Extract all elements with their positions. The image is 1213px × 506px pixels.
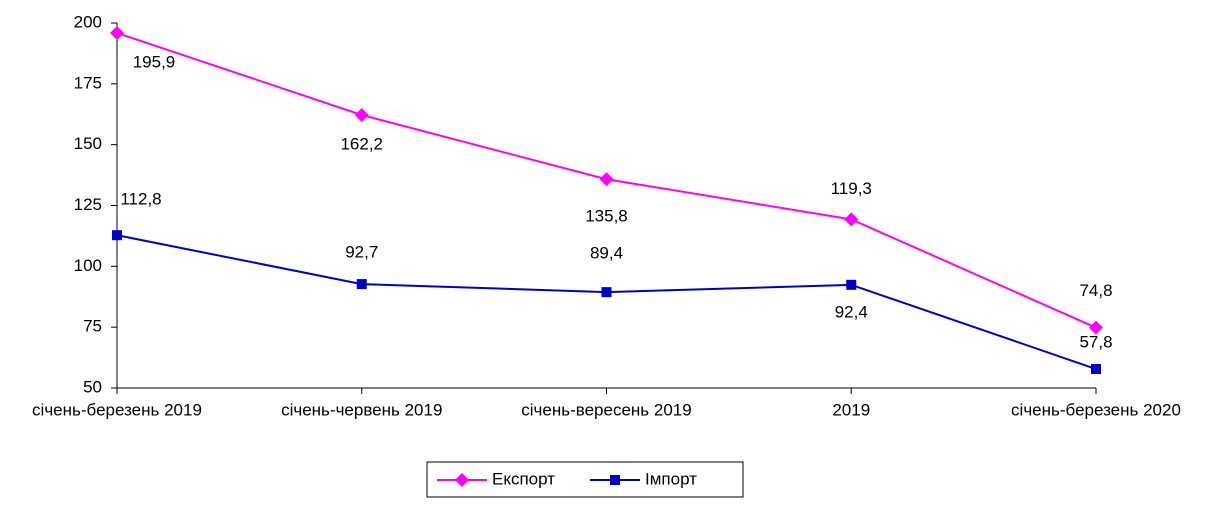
y-tick-label: 150 — [74, 134, 102, 153]
y-tick-label: 175 — [74, 73, 102, 92]
data-label: 162,2 — [340, 134, 383, 153]
marker — [844, 212, 859, 227]
data-label: 92,4 — [835, 302, 868, 321]
legend-label: Імпорт — [645, 469, 697, 488]
x-tick-label: 2019 — [832, 400, 870, 419]
y-tick-label: 100 — [74, 256, 102, 275]
data-label: 57,8 — [1079, 333, 1112, 352]
data-label: 195,9 — [133, 52, 176, 71]
data-label: 92,7 — [345, 243, 378, 262]
x-tick-label: січень-вересень 2019 — [521, 400, 691, 419]
legend-label: Експорт — [492, 469, 555, 488]
data-label: 112,8 — [120, 190, 161, 209]
marker — [354, 107, 369, 122]
marker — [110, 25, 124, 40]
y-tick-label: 125 — [74, 195, 102, 214]
marker — [1089, 320, 1103, 335]
y-tick-label: 50 — [83, 377, 102, 396]
marker — [599, 172, 614, 187]
data-label: 74,8 — [1079, 281, 1112, 300]
marker — [1091, 364, 1101, 375]
marker — [601, 287, 612, 298]
data-label: 135,8 — [585, 207, 628, 226]
x-tick-label: січень-червень 2019 — [281, 400, 442, 419]
marker — [846, 279, 857, 290]
x-tick-label: січень-березень 2019 — [32, 400, 202, 419]
y-tick-label: 75 — [83, 317, 102, 336]
x-tick-label: січень-березень 2020 — [1011, 400, 1181, 419]
marker — [610, 475, 620, 485]
marker — [112, 230, 122, 241]
marker — [455, 473, 469, 487]
data-label: 89,4 — [590, 244, 623, 263]
y-tick-label: 200 — [74, 12, 102, 31]
marker — [356, 279, 367, 290]
data-label: 119,3 — [831, 179, 872, 198]
